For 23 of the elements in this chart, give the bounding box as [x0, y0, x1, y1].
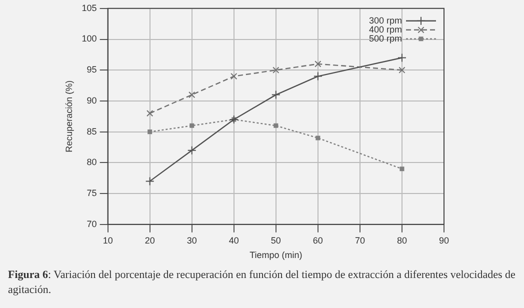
y-tick-label: 80: [86, 157, 97, 168]
text: Figura 6: Variación del porcentaje de recuperación en función del tiempo de extracción a diferentes velocidades de agitación.: [8, 268, 516, 298]
x-tick-label: 10: [102, 235, 113, 246]
x-tick-label: 90: [438, 235, 450, 246]
x-tick-label: 50: [270, 235, 281, 246]
y-tick-label: 105: [82, 2, 97, 13]
x-axis-title: Tiempo (min): [250, 250, 302, 260]
x-tick-label: 80: [396, 235, 407, 246]
x-tick-label: 20: [144, 235, 155, 246]
legend-label: 400 rpm: [368, 24, 402, 34]
y-tick-label: 75: [86, 188, 97, 198]
y-axis-title: Recuperación (%): [64, 80, 74, 152]
x-tick-label: 60: [312, 235, 323, 246]
x-tick-label: 70: [354, 235, 365, 246]
x-tick-label: 30: [186, 235, 197, 246]
x-tick-label: 40: [228, 235, 239, 246]
y-tick-label: 70: [86, 218, 97, 229]
y-tick-label: 85: [86, 126, 97, 136]
y-tick-label: 95: [86, 64, 97, 75]
y-tick-label: 90: [86, 95, 97, 106]
y-tick-label: 100: [82, 34, 97, 44]
legend-label: 300 rpm: [368, 15, 402, 26]
legend-label: 500 rpm: [368, 33, 402, 44]
